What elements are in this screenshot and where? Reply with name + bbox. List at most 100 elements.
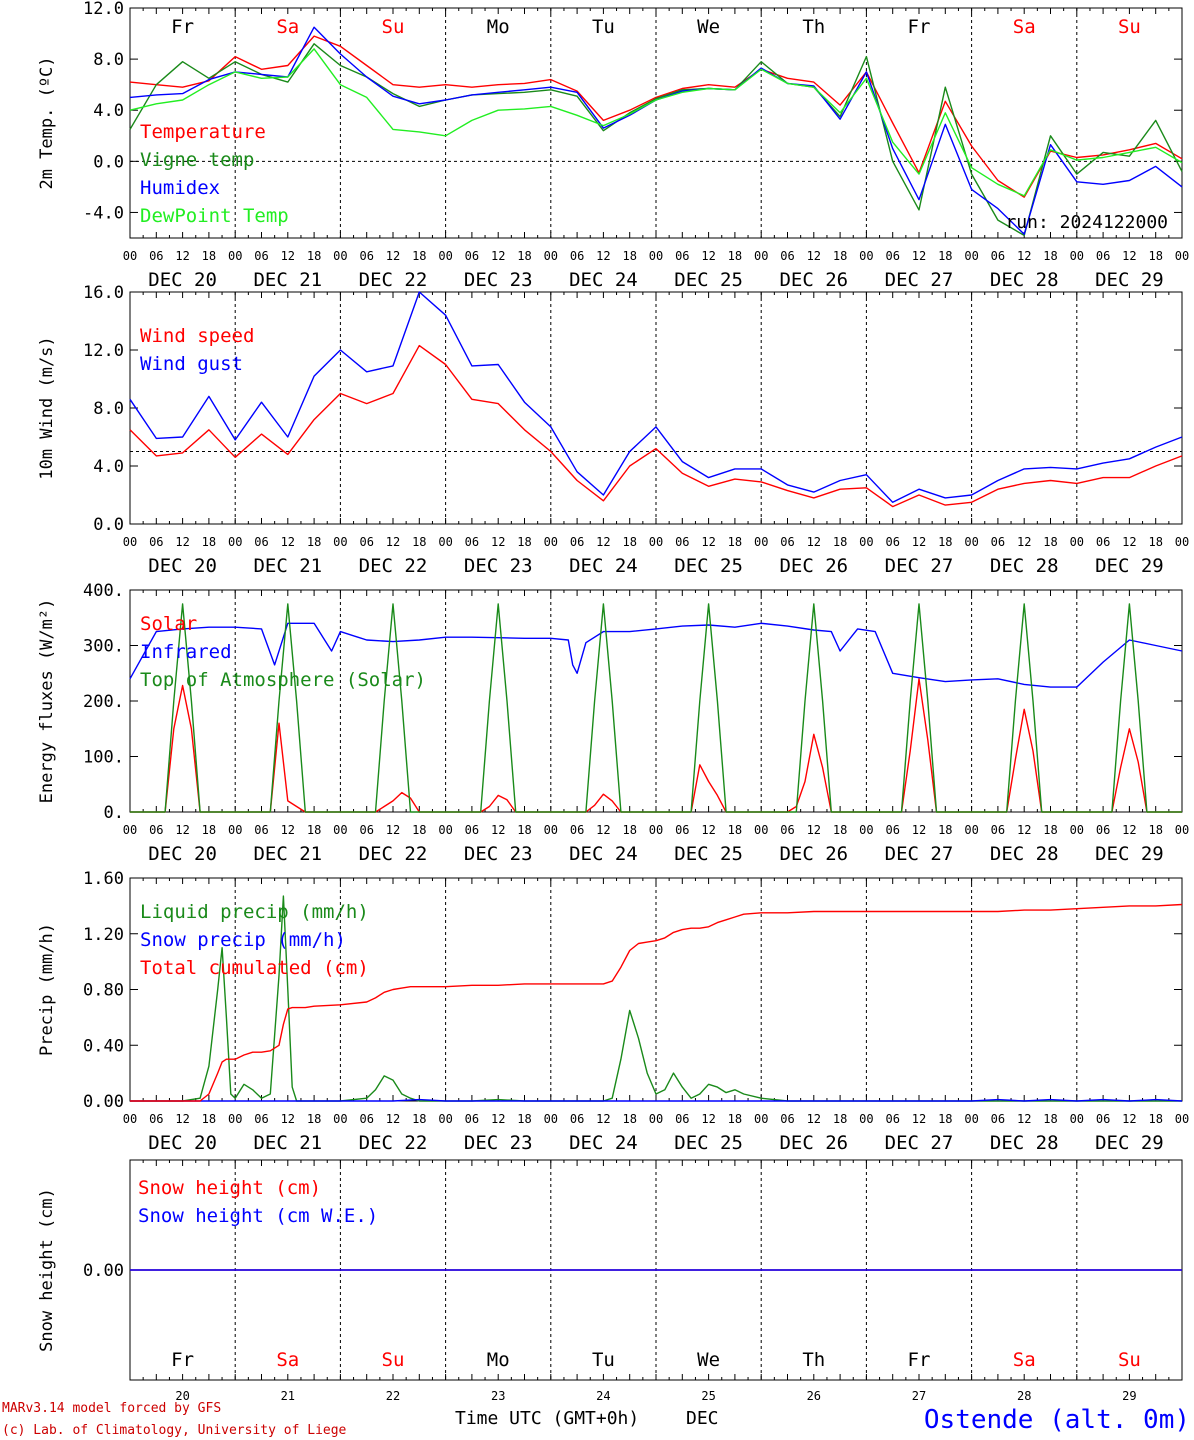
day-number-label: 21 xyxy=(281,1389,295,1403)
lab-credit: (c) Lab. of Climatology, University of L… xyxy=(2,1423,347,1438)
hour-tick-label: 12 xyxy=(807,1112,821,1126)
y-tick-label: 1.60 xyxy=(83,869,124,889)
hour-tick-label: 18 xyxy=(622,1112,636,1126)
hour-tick-label: 06 xyxy=(465,535,479,549)
date-label: DEC 29 xyxy=(1095,555,1164,577)
date-label: DEC 21 xyxy=(253,269,322,291)
y-tick-label: 0.00 xyxy=(83,1261,124,1281)
hour-tick-label: 06 xyxy=(780,1112,794,1126)
hour-tick-label: 06 xyxy=(991,249,1005,263)
hour-tick-label: 12 xyxy=(1017,1112,1031,1126)
hour-tick-label: 06 xyxy=(254,535,268,549)
hour-tick-label: 06 xyxy=(991,1112,1005,1126)
legend-entry: Top of Atmosphere (Solar) xyxy=(140,669,426,691)
hour-tick-label: 06 xyxy=(780,823,794,837)
hour-tick-label: 00 xyxy=(754,1112,768,1126)
series-line-total-cumulated-cm xyxy=(130,903,1183,1102)
hour-tick-label: 00 xyxy=(123,535,137,549)
hour-tick-label: 06 xyxy=(465,249,479,263)
legend-entry: Snow height (cm) xyxy=(138,1177,321,1199)
hour-tick-label: 06 xyxy=(570,823,584,837)
date-label: DEC 28 xyxy=(990,555,1059,577)
hour-tick-label: 12 xyxy=(701,1112,715,1126)
hour-tick-label: 00 xyxy=(1175,1112,1189,1126)
hour-tick-label: 12 xyxy=(1017,823,1031,837)
weekday-label: We xyxy=(697,1349,720,1371)
hour-tick-label: 00 xyxy=(333,535,347,549)
hour-tick-label: 18 xyxy=(202,1112,216,1126)
hour-tick-label: 06 xyxy=(991,535,1005,549)
hour-tick-label: 18 xyxy=(833,1112,847,1126)
weekday-label: Fr xyxy=(171,16,194,38)
hour-tick-label: 18 xyxy=(412,249,426,263)
hour-tick-label: 18 xyxy=(202,249,216,263)
hour-tick-label: 06 xyxy=(1096,1112,1110,1126)
weekday-label: Sa xyxy=(1013,16,1036,38)
date-label: DEC 26 xyxy=(779,555,848,577)
hour-tick-label: 12 xyxy=(491,535,505,549)
hour-tick-label: 18 xyxy=(517,535,531,549)
hour-tick-label: 12 xyxy=(386,249,400,263)
weekday-label: Fr xyxy=(908,16,931,38)
hour-tick-label: 18 xyxy=(728,823,742,837)
date-label: DEC 23 xyxy=(464,555,533,577)
y-tick-label: -4.0 xyxy=(83,203,124,223)
day-number-label: 25 xyxy=(701,1389,715,1403)
hour-tick-label: 12 xyxy=(491,1112,505,1126)
hour-tick-label: 18 xyxy=(307,1112,321,1126)
hour-tick-label: 18 xyxy=(833,249,847,263)
hour-tick-label: 00 xyxy=(123,1112,137,1126)
hour-tick-label: 06 xyxy=(465,1112,479,1126)
hour-tick-label: 00 xyxy=(123,823,137,837)
legend-entry: Temperature xyxy=(140,121,266,143)
hour-tick-label: 06 xyxy=(254,823,268,837)
hour-tick-label: 12 xyxy=(701,249,715,263)
date-label: DEC 21 xyxy=(253,843,322,865)
hour-tick-label: 00 xyxy=(964,249,978,263)
weekday-label: Sa xyxy=(276,1349,299,1371)
series-line-top-of-atmosphere-solar xyxy=(130,603,1182,813)
hour-tick-label: 12 xyxy=(1017,249,1031,263)
hour-tick-label: 06 xyxy=(885,249,899,263)
day-number-label: 27 xyxy=(912,1389,926,1403)
weekday-label: Tu xyxy=(592,16,615,38)
hour-tick-label: 00 xyxy=(1175,823,1189,837)
station-label: Ostende (alt. 0m) xyxy=(924,1405,1190,1435)
hour-tick-label: 12 xyxy=(807,823,821,837)
hour-tick-label: 06 xyxy=(780,535,794,549)
hour-tick-label: 12 xyxy=(491,823,505,837)
weekday-label: Su xyxy=(382,1349,405,1371)
date-label: DEC 22 xyxy=(359,1132,428,1154)
hour-tick-label: 00 xyxy=(1070,249,1084,263)
y-axis-label: 2m Temp. (ºC) xyxy=(37,56,57,189)
date-label: DEC 28 xyxy=(990,1132,1059,1154)
hour-tick-label: 00 xyxy=(333,823,347,837)
hour-tick-label: 06 xyxy=(149,823,163,837)
hour-tick-label: 18 xyxy=(202,823,216,837)
date-label: DEC 21 xyxy=(253,1132,322,1154)
hour-tick-label: 06 xyxy=(675,823,689,837)
hour-tick-label: 12 xyxy=(175,1112,189,1126)
model-credit: MARv3.14 model forced by GFS xyxy=(2,1401,221,1416)
hour-tick-label: 00 xyxy=(1070,823,1084,837)
hour-tick-label: 06 xyxy=(885,535,899,549)
hour-tick-label: 18 xyxy=(728,535,742,549)
x-axis-title: Time UTC (GMT+0h) xyxy=(455,1408,639,1429)
y-tick-label: 300. xyxy=(83,637,124,657)
date-label: DEC 20 xyxy=(148,269,217,291)
y-tick-label: 0.0 xyxy=(93,515,124,535)
date-label: DEC 28 xyxy=(990,269,1059,291)
hour-tick-label: 00 xyxy=(1175,249,1189,263)
date-label: DEC 25 xyxy=(674,843,743,865)
hour-tick-label: 18 xyxy=(1043,249,1057,263)
hour-tick-label: 00 xyxy=(859,249,873,263)
date-label: DEC 22 xyxy=(359,843,428,865)
hour-tick-label: 00 xyxy=(1175,535,1189,549)
weekday-label: Fr xyxy=(908,1349,931,1371)
series-line-infrared xyxy=(129,622,1183,688)
hour-tick-label: 18 xyxy=(833,823,847,837)
month-label: DEC xyxy=(686,1408,719,1429)
series-line-temperature xyxy=(129,35,1183,198)
hour-tick-label: 18 xyxy=(1043,823,1057,837)
